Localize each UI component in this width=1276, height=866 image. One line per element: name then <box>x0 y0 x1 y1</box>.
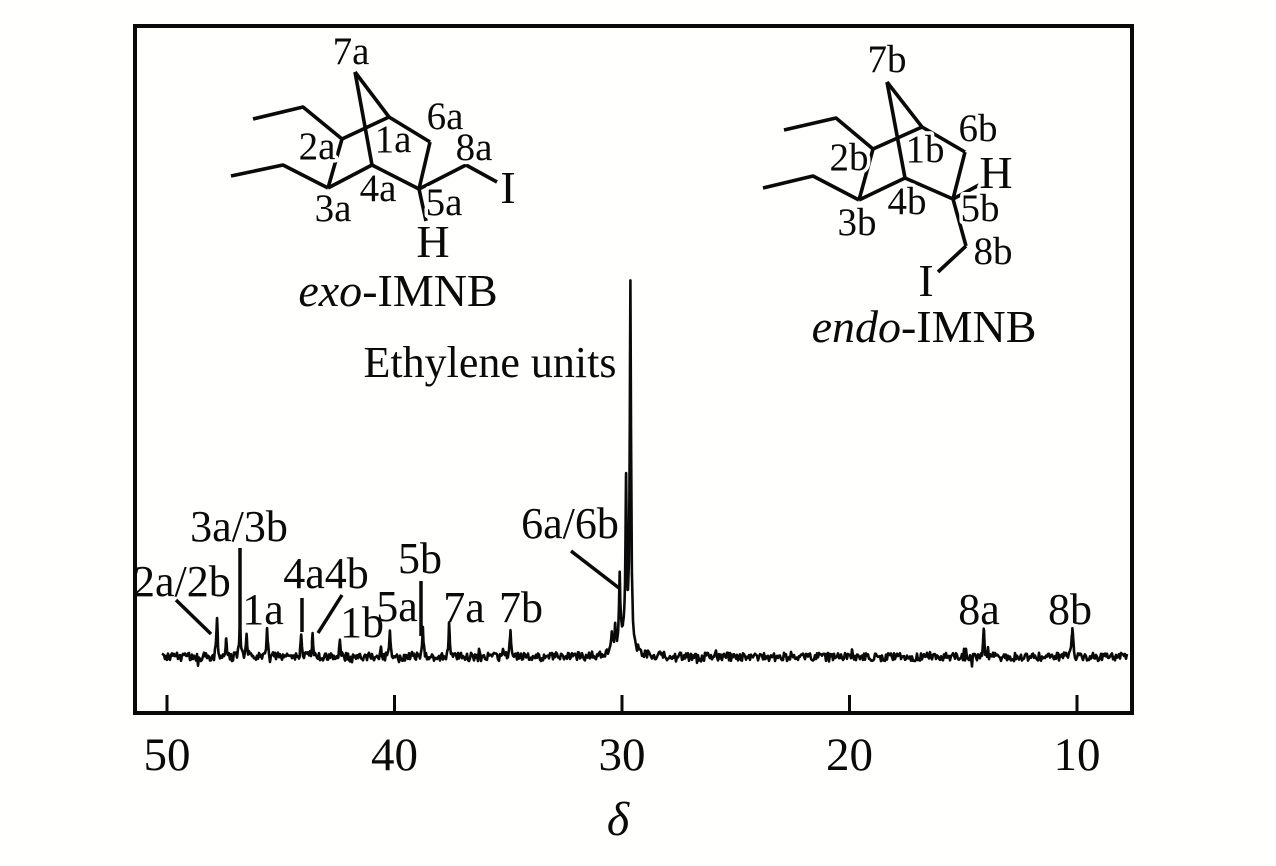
atom-label-2a: 2a <box>299 125 336 168</box>
bond <box>885 81 907 179</box>
peak-label-7b: 7b <box>499 583 543 632</box>
bond-to-I <box>936 244 968 274</box>
atom-label-8a: 8a <box>456 126 493 169</box>
atom-label-1a: 1a <box>375 118 412 161</box>
bond-to-I <box>465 163 498 184</box>
bond <box>904 176 954 201</box>
atom-label-1b: 1b <box>906 128 945 171</box>
bond <box>857 148 875 201</box>
atom-label-4b: 4b <box>888 180 927 223</box>
exo-structure: 7a 6a 8a 2a 1a 4a 3a 5a H I exo-IMNB <box>230 27 519 316</box>
peak-label-7a: 7a <box>443 583 485 632</box>
bond <box>417 141 432 190</box>
atom-label-5a: 5a <box>426 181 463 224</box>
x-axis-tick-label: 40 <box>371 729 418 781</box>
x-axis-ticks <box>165 695 1079 713</box>
x-axis-tick-label: 10 <box>1054 729 1101 781</box>
bond <box>872 125 923 151</box>
spectrum-trace <box>161 279 1129 668</box>
bond <box>951 198 968 247</box>
x-axis-title: δ <box>607 793 630 846</box>
peak-label-4a4b: 4a4b <box>283 549 369 598</box>
bond <box>858 176 906 202</box>
peak-label-8b: 8b <box>1048 585 1092 634</box>
x-axis-tick-labels: 50 40 30 20 10 <box>144 729 1101 781</box>
bond <box>341 115 390 141</box>
peak-label-1a: 1a <box>242 585 284 634</box>
bond <box>353 70 391 119</box>
bond <box>326 138 344 189</box>
bond <box>327 163 373 190</box>
atom-label-3a: 3a <box>315 187 352 230</box>
bond <box>921 125 966 154</box>
x-axis-tick-label: 30 <box>599 729 646 781</box>
plot-box <box>133 24 1134 715</box>
leader-2a2b <box>174 598 213 636</box>
endo-structure: 7b 6b 1b 2b 3b 4b 5b H 8b I endo-IMNB <box>762 35 1037 352</box>
ethyl-group <box>230 163 329 190</box>
bond <box>388 115 431 144</box>
peak-label-2a2b: 2a/2b <box>133 557 231 606</box>
peak-label-5b: 5b <box>398 534 442 583</box>
atom-label-7b: 7b <box>868 38 907 81</box>
atom-label-2b: 2b <box>830 136 869 179</box>
x-axis-tick-label: 20 <box>826 729 873 781</box>
atom-label-H: H <box>979 147 1012 198</box>
bond <box>353 71 374 166</box>
bond <box>371 163 420 191</box>
ethyl-group <box>762 174 860 202</box>
atom-label-4a: 4a <box>360 167 397 210</box>
atom-label-6b: 6b <box>959 107 998 150</box>
atom-label-H: H <box>416 216 449 267</box>
x-axis-tick-label: 50 <box>144 729 191 781</box>
atom-label-7a: 7a <box>333 30 370 73</box>
peak-label-6a6b: 6a/6b <box>521 499 619 548</box>
leader-4b <box>316 594 344 634</box>
atom-label-I: I <box>918 255 933 306</box>
atom-label-8b: 8b <box>974 230 1013 273</box>
atom-label-I: I <box>500 162 515 213</box>
endo-structure-name: endo-IMNB <box>812 301 1037 352</box>
peak-label-ethylene: Ethylene units <box>364 338 617 387</box>
peak-label-8a: 8a <box>958 585 1000 634</box>
bond <box>951 151 967 200</box>
peak-label-1b: 1b <box>340 598 384 647</box>
atom-label-6a: 6a <box>427 95 464 138</box>
bond <box>418 163 467 191</box>
atom-label-5b: 5b <box>961 187 1000 230</box>
bond-to-H <box>952 183 980 201</box>
ethyl-group <box>252 105 344 141</box>
bond-to-H <box>417 188 428 222</box>
spectrum-plot: 50 40 30 20 10 2a/2b 3a/3b 1a 4a4b 1b 5a 5b … <box>133 24 1134 846</box>
peak-label-5a: 5a <box>376 582 418 631</box>
atom-label-3b: 3b <box>838 201 877 244</box>
leader-6a6b <box>569 549 621 590</box>
peak-label-3a3b: 3a/3b <box>190 502 288 551</box>
exo-structure-name: exo-IMNB <box>298 265 497 316</box>
ethyl-group <box>783 116 875 151</box>
bond <box>885 80 924 129</box>
